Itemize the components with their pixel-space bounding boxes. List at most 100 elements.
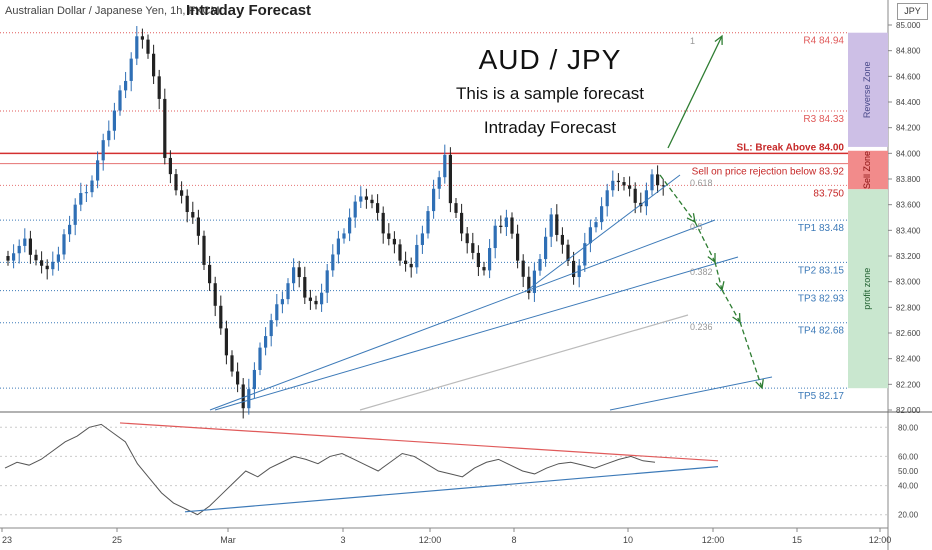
candle-body bbox=[325, 270, 329, 293]
trendline-3 bbox=[609, 376, 773, 411]
candle-body bbox=[454, 203, 458, 213]
forecast-arrow-4 bbox=[721, 289, 741, 323]
candle-body bbox=[269, 320, 273, 337]
candle-body bbox=[616, 180, 620, 183]
candle-body bbox=[101, 140, 105, 161]
forecast-arrow-3 bbox=[714, 261, 723, 291]
candle-body bbox=[224, 328, 228, 356]
rsi-tick-0: 80.00 bbox=[898, 423, 919, 432]
time-tick-8: 15 bbox=[792, 535, 802, 545]
candle-body bbox=[140, 36, 144, 40]
candle-body bbox=[275, 304, 279, 321]
forecast-arrowhead-5 bbox=[755, 379, 764, 390]
level-label-5: TP1 83.48 bbox=[798, 223, 845, 234]
candle-body bbox=[555, 214, 559, 235]
candle-body bbox=[342, 233, 346, 239]
candle-body bbox=[560, 234, 564, 245]
candle-body bbox=[45, 265, 49, 270]
candle-body bbox=[236, 371, 240, 385]
price-tick-11: 82.800 bbox=[896, 303, 921, 312]
candle-body bbox=[499, 225, 503, 227]
candle-body bbox=[465, 233, 469, 244]
fib-label-4: 0.236 bbox=[690, 322, 713, 332]
candle-body bbox=[185, 195, 189, 213]
candle-body bbox=[650, 174, 654, 191]
candle-body bbox=[73, 204, 77, 225]
candle-body bbox=[516, 233, 520, 261]
candle-body bbox=[611, 180, 615, 191]
candle-body bbox=[488, 248, 492, 271]
rsi-line bbox=[4, 423, 656, 516]
forecast-arrow-5 bbox=[739, 321, 763, 389]
candle-body bbox=[381, 212, 385, 234]
price-tick-0: 85.000 bbox=[896, 21, 921, 30]
rsi-tick-3: 40.00 bbox=[898, 482, 919, 491]
forecast-arrowhead-0 bbox=[714, 34, 723, 45]
candle-body bbox=[247, 389, 251, 409]
candle-body bbox=[292, 267, 296, 284]
price-tick-10: 83.000 bbox=[896, 278, 921, 287]
candle-body bbox=[68, 224, 72, 235]
candle-body bbox=[23, 238, 27, 246]
sell-zone bbox=[848, 150, 888, 190]
candle-body bbox=[527, 276, 531, 293]
candle-body bbox=[79, 193, 83, 205]
candle-body bbox=[426, 211, 430, 234]
trendline-0 bbox=[209, 219, 716, 411]
sell-zone-label: Sell Zone bbox=[862, 151, 872, 189]
candle-body bbox=[482, 267, 486, 271]
level-label-7: TP3 82.93 bbox=[798, 294, 845, 305]
candle-body bbox=[17, 245, 21, 254]
fib-label-0: 1 bbox=[690, 36, 695, 46]
candle-body bbox=[661, 185, 665, 187]
level-label-0: R4 84.94 bbox=[803, 36, 844, 47]
currency-box[interactable]: JPY bbox=[897, 3, 928, 20]
candle-body bbox=[219, 305, 223, 329]
candle-body bbox=[504, 217, 508, 227]
candle-body bbox=[112, 110, 116, 131]
profit-zone bbox=[848, 189, 888, 389]
candle-body bbox=[196, 217, 200, 236]
time-tick-5: 8 bbox=[511, 535, 516, 545]
time-tick-1: 25 bbox=[112, 535, 122, 545]
candle-body bbox=[605, 190, 609, 207]
reverse-zone-label: Reverse Zone bbox=[862, 62, 872, 119]
time-tick-0: 23 bbox=[2, 535, 12, 545]
candle-body bbox=[241, 384, 245, 409]
candle-body bbox=[460, 212, 464, 234]
candle-body bbox=[387, 233, 391, 239]
level-label-9: TP5 82.17 bbox=[798, 391, 845, 402]
candle-body bbox=[549, 214, 553, 237]
candle-body bbox=[297, 267, 301, 278]
time-tick-6: 10 bbox=[623, 535, 633, 545]
candle-body bbox=[28, 238, 32, 255]
candle-body bbox=[303, 277, 307, 298]
time-tick-9: 12:00 bbox=[869, 535, 892, 545]
candle-body bbox=[415, 244, 419, 268]
candle-body bbox=[252, 369, 256, 390]
fib-label-2: 0.5 bbox=[690, 222, 703, 232]
candle-body bbox=[213, 283, 217, 306]
chart-header-title: Intraday Forecast bbox=[186, 2, 312, 19]
candle-body bbox=[146, 39, 150, 54]
candle-body bbox=[476, 252, 480, 268]
trendline-2 bbox=[524, 174, 681, 293]
level-label-entry: Sell on price rejection below 83.92 bbox=[692, 167, 845, 178]
candle-body bbox=[51, 261, 55, 270]
fib-label-3: 0.382 bbox=[690, 267, 713, 277]
candle-body bbox=[588, 227, 592, 244]
candle-body bbox=[544, 236, 548, 260]
candle-body bbox=[6, 256, 10, 261]
candle-body bbox=[538, 259, 542, 271]
candle-body bbox=[258, 347, 262, 370]
rsi-resistance-line bbox=[119, 422, 719, 462]
moving-average-line bbox=[359, 314, 689, 411]
rsi-tick-1: 60.00 bbox=[898, 452, 919, 461]
price-tick-4: 84.200 bbox=[896, 124, 921, 133]
candle-body bbox=[398, 244, 402, 261]
price-tick-15: 82.000 bbox=[896, 406, 921, 415]
candle-body bbox=[359, 196, 363, 202]
candle-body bbox=[583, 243, 587, 266]
candle-body bbox=[34, 254, 38, 261]
